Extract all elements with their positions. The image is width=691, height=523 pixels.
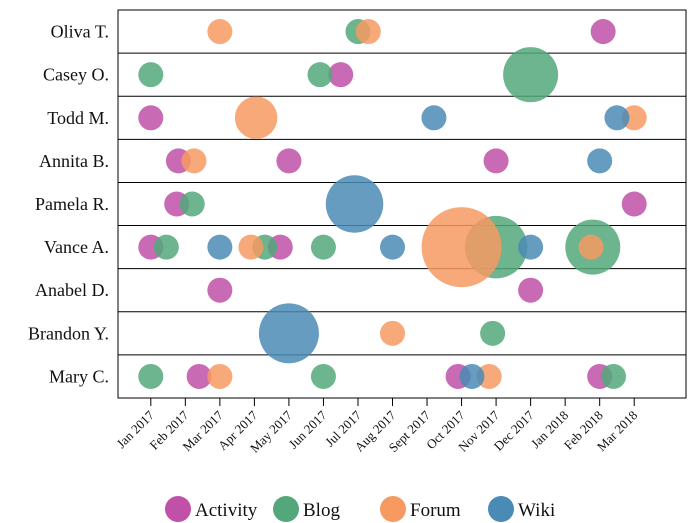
forum-bubble [181,148,207,174]
plot-gridlines [118,52,686,356]
activity-bubble [518,277,544,303]
row-label: Oliva T. [51,22,109,42]
row-label: Vance A. [44,237,109,257]
blog-bubble [600,363,626,389]
legend-label-activity: Activity [195,500,258,521]
bubbles [138,19,647,389]
legend-label-forum: Forum [410,500,461,521]
legend-label-wiki: Wiki [518,500,555,521]
wiki-bubble [604,105,630,131]
activity-bubble [207,277,233,303]
blog-bubble [179,191,205,217]
legend-swatch-forum [380,496,406,522]
wiki-bubble [459,363,485,389]
forum-bubble [238,234,264,260]
blog-bubble [480,320,506,346]
activity-bubble [186,363,212,389]
legend-swatch-wiki [488,496,514,522]
plot-frame [117,9,687,399]
forum-bubble [207,19,233,45]
forum-bubble [380,320,406,346]
wiki-bubble [258,303,319,364]
forum-bubble [621,105,647,131]
blog-bubble [138,363,164,389]
activity-bubble [590,19,616,45]
wiki-bubble [518,234,544,260]
forum-bubble [234,96,278,140]
activity-bubble [276,148,302,174]
forum-bubble [207,363,233,389]
forum-bubble [421,207,502,288]
wiki-bubble [380,234,406,260]
activity-bubble [138,105,164,131]
legend-swatch-blog [273,496,299,522]
activity-bubble [621,191,647,217]
wiki-bubble [207,234,233,260]
x-tick-label: Jun 2017 [286,407,330,451]
activity-bubble [328,62,354,88]
legend: Activity Blog Forum Wiki [165,496,555,522]
row-label: Annita B. [39,151,109,171]
blog-bubble [138,62,164,88]
blog-bubble [310,234,336,260]
row-label: Todd M. [47,108,109,128]
row-label: Pamela R. [35,194,109,214]
row-label: Casey O. [43,65,109,85]
blog-bubble [310,363,336,389]
blog-bubble [307,62,333,88]
wiki-bubble [421,105,447,131]
blog-bubble [153,234,179,260]
activity-bubble [483,148,509,174]
legend-swatch-activity [165,496,191,522]
forum-bubble [476,363,502,389]
row-label: Anabel D. [35,280,109,300]
forum-bubble [578,234,604,260]
wiki-bubble [587,148,613,174]
blog-bubble [503,47,559,103]
legend-label-blog: Blog [303,500,340,521]
row-labels: Oliva T. Casey O. Todd M. Annita B. Pamela R… [28,22,109,387]
forum-bubble [355,19,381,45]
wiki-bubble [325,175,384,233]
row-label: Brandon Y. [28,323,109,343]
row-label: Mary C. [49,366,109,386]
